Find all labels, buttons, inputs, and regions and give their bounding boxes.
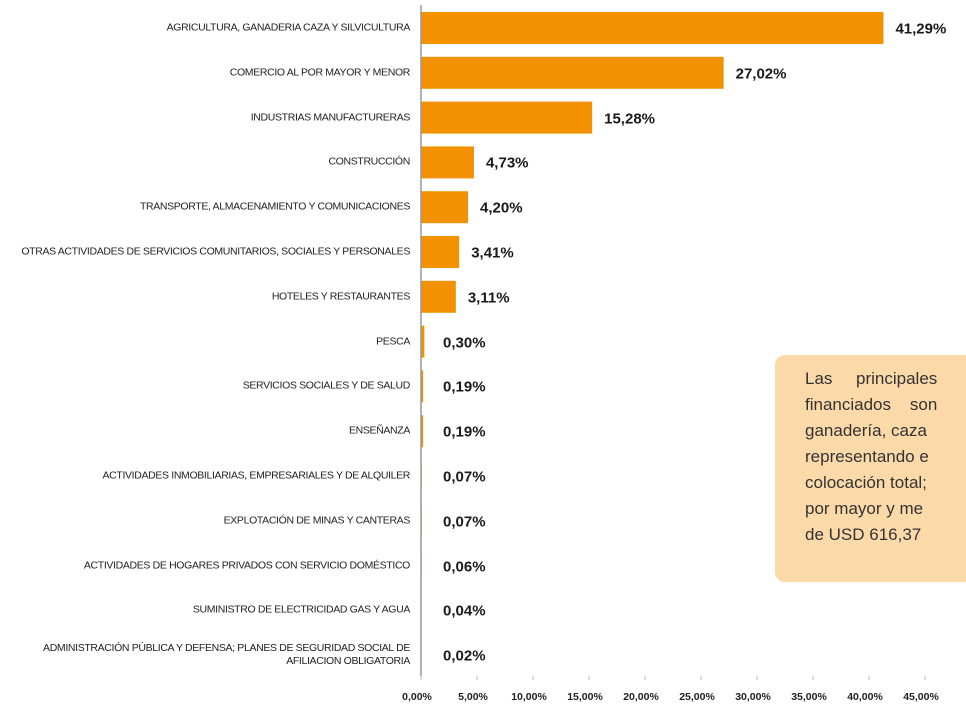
category-label: ADMINISTRACIÓN PÚBLICA Y DEFENSA; PLANES…	[43, 642, 410, 668]
x-tick-label: 25,00%	[679, 691, 715, 703]
category-label: ENSEÑANZA	[348, 424, 410, 437]
data-label: 15,28%	[604, 110, 655, 128]
note-line: ganadería, caza	[805, 421, 927, 440]
bar	[421, 280, 456, 313]
data-label: 4,73%	[485, 154, 529, 172]
data-label: 3,41%	[471, 244, 514, 262]
category-label: ACTIVIDADES DE HOGARES PRIVADOS CON SERV…	[83, 559, 410, 572]
x-tick-label: 40,00%	[847, 691, 883, 703]
data-label: 0,19%	[443, 378, 486, 396]
category-label: AGRICULTURA, GANADERIA CAZA Y SILVICULTU…	[166, 21, 411, 34]
x-tick-label: 10,00%	[511, 691, 547, 703]
category-label: INDUSTRIAS MANUFACTURERAS	[250, 111, 411, 124]
bar	[421, 325, 425, 358]
data-label: 0,04%	[443, 602, 486, 620]
bar	[421, 370, 424, 403]
note-line: financiados son	[805, 395, 938, 414]
category-label: HOTELES Y RESTAURANTES	[271, 290, 411, 303]
x-tick-label: 35,00%	[791, 691, 827, 703]
bar	[421, 101, 593, 134]
note-line: por mayor y me	[805, 499, 924, 518]
bar	[421, 236, 460, 268]
x-tick-label: 5,00%	[458, 691, 488, 703]
note-box: Las principales financiados son ganadería,…	[775, 355, 966, 582]
note-line: Las principales	[805, 369, 938, 388]
data-label: 0,06%	[443, 558, 486, 576]
x-tick-label: 30,00%	[735, 691, 771, 703]
category-label: CONSTRUCCIÓN	[328, 155, 410, 168]
category-label: SERVICIOS SOCIALES Y DE SALUD	[242, 379, 411, 392]
data-label: 0,19%	[443, 423, 486, 441]
data-label: 0,07%	[443, 468, 486, 486]
data-label: 27,02%	[735, 65, 787, 83]
x-tick-label: 20,00%	[623, 691, 659, 703]
x-tick-label: 0,00%	[402, 691, 432, 703]
category-label: TRANSPORTE, ALMACENAMIENTO Y COMUNICACIO…	[139, 200, 410, 213]
note-line: colocación total;	[805, 473, 927, 492]
note-line: de USD 616,37	[805, 525, 922, 544]
data-label: 0,07%	[443, 513, 486, 531]
bar	[421, 56, 724, 89]
x-tick-label: 15,00%	[567, 691, 603, 703]
category-label: SUMINISTRO DE ELECTRICIDAD GAS Y AGUA	[192, 603, 410, 616]
data-label: 3,11%	[467, 289, 510, 307]
bar	[421, 146, 474, 179]
data-label: 4,20%	[480, 199, 523, 217]
data-label: 41,29%	[895, 20, 947, 38]
category-label: OTRAS ACTIVIDADES DE SERVICIOS COMUNITAR…	[21, 245, 410, 258]
data-label: 0,30%	[443, 334, 486, 352]
category-label: ACTIVIDADES INMOBILIARIAS, EMPRESARIALES…	[102, 469, 411, 482]
bar	[421, 12, 884, 44]
bar	[421, 191, 469, 224]
x-tick-label: 45,00%	[903, 691, 939, 703]
category-label: COMERCIO AL POR MAYOR Y MENOR	[229, 66, 411, 79]
category-label: PESCA	[376, 335, 410, 348]
note-line: representando e	[805, 447, 929, 466]
data-label: 0,02%	[443, 647, 486, 665]
bar	[421, 415, 424, 448]
category-label: EXPLOTACIÓN DE MINAS Y CANTERAS	[223, 514, 411, 527]
